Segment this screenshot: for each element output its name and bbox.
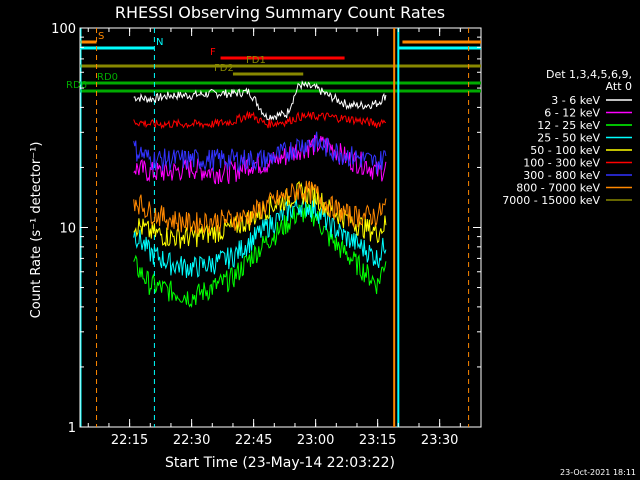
legend-label: 300 - 800 keV	[523, 169, 600, 182]
y-tick-label: 10	[59, 222, 76, 237]
series-line-6	[133, 131, 387, 175]
series-line-7	[133, 180, 387, 235]
footer-timestamp: 23-Oct-2021 18:11	[560, 468, 636, 477]
series-line-2	[133, 203, 387, 309]
legend-label: 3 - 6 keV	[551, 94, 600, 107]
y-tick-label: 100	[51, 22, 76, 37]
series-line-5	[133, 110, 387, 130]
axes-ticks: 22:15 22:30 22:45 23:00 23:15 23:30 1 10 100	[51, 22, 482, 448]
x-axis-label: Start Time (23-May-14 22:03:22)	[165, 455, 395, 471]
state-label-fd2: FD2	[214, 63, 234, 74]
x-tick-label: 22:45	[235, 433, 272, 448]
legend-label: 12 - 25 keV	[537, 119, 600, 132]
x-tick-label: 23:30	[421, 433, 458, 448]
series-line-4	[133, 180, 387, 249]
legend-header: Att 0	[606, 80, 632, 93]
y-axis-label: Count Rate (s⁻¹ detector⁻¹)	[29, 142, 44, 319]
legend-header: Det 1,3,4,5,6,9,	[546, 68, 632, 81]
series-line-3	[133, 196, 387, 278]
state-label-rd0: RD0	[97, 72, 118, 83]
state-label-fd1: FD1	[246, 55, 266, 66]
state-label-rd6: RD6	[66, 80, 87, 91]
legend-label: 800 - 7000 keV	[516, 182, 600, 195]
series-line-0	[133, 80, 387, 122]
x-tick-label: 23:15	[359, 433, 396, 448]
x-tick-label: 22:30	[173, 433, 210, 448]
x-tick-label: 22:15	[111, 433, 148, 448]
chart-title: RHESSI Observing Summary Count Rates	[115, 3, 445, 22]
legend-label: 25 - 50 keV	[537, 132, 600, 145]
state-label-n: N	[156, 37, 163, 48]
series-group	[133, 80, 387, 309]
legend-label: 50 - 100 keV	[530, 144, 600, 157]
x-tick-label: 23:00	[297, 433, 334, 448]
legend-label: 100 - 300 keV	[523, 157, 600, 170]
y-tick-label: 1	[68, 421, 76, 436]
legend-label: 6 - 12 keV	[544, 107, 600, 120]
state-label-s: S	[98, 31, 104, 42]
state-label-f: F	[210, 47, 216, 58]
legend-label: 7000 - 15000 keV	[502, 194, 600, 207]
